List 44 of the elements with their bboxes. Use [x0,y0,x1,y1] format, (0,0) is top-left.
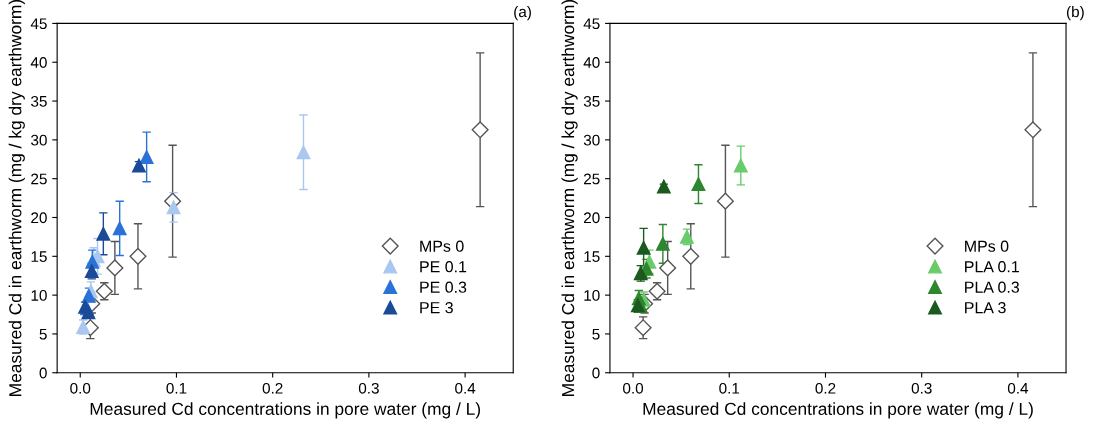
text: (b) [1066,5,1084,21]
y-axis-title: Measured Cd in earthworm (mg / kg dry earthworm) [561,0,578,396]
y-tick-label: 45 [30,18,47,30]
x-tick-label: 0.1 [719,382,740,394]
y-tick-label: 15 [31,251,47,262]
x-tick-label: 0.3 [358,382,379,394]
x-axis-title: Measured Cd concentrations in pore water (mg / L) [643,402,1033,419]
legend-label: PLA 0.1 [965,261,1019,273]
legend-label: MPs 0 [420,240,464,252]
y-tick-label: 40 [30,57,47,68]
y-tick-label: 5 [39,328,47,340]
y-tick-label: 0 [592,367,600,379]
y-tick-label: 35 [583,95,600,107]
legend-label: PE 3 [420,301,453,314]
x-tick-label: 0.4 [1007,382,1029,394]
y-tick-label: 20 [31,212,47,224]
y-tick-label: 20 [584,212,600,224]
y-tick-label: 45 [583,18,600,30]
y-tick-label: 35 [31,95,47,107]
x-tick-label: 0.4 [455,382,476,394]
x-tick-label: 0.3 [911,382,932,394]
legend-label: PLA 3 [965,301,1006,314]
y-tick-label: 5 [592,328,600,340]
y-tick-label: 10 [584,289,600,301]
y-tick-label: 30 [31,134,47,146]
x-tick-label: 0.2 [262,382,283,394]
text: (a) [514,5,531,21]
y-tick-label: 40 [583,57,600,68]
legend-label: MPs 0 [965,240,1009,252]
legend-label: PE 0.3 [420,281,467,293]
x-tick-label: 0.2 [815,382,836,394]
legend-label: PE 0.1 [420,261,467,273]
x-tick-label: 0.0 [70,382,91,394]
y-tick-label: 25 [31,173,47,185]
y-tick-label: 10 [31,289,47,301]
y-tick-label: 0 [39,367,47,379]
y-tick-label: 25 [584,173,600,185]
y-tick-label: 15 [584,251,600,262]
x-axis-title: Measured Cd concentrations in pore water (mg / L) [90,402,481,419]
y-tick-label: 30 [583,134,600,146]
legend-label: PLA 0.3 [965,281,1020,293]
y-axis-title: Measured Cd in earthworm (mg / kg dry earthworm) [8,0,25,396]
x-tick-label: 0.0 [623,382,644,394]
x-tick-label: 0.1 [166,382,187,394]
